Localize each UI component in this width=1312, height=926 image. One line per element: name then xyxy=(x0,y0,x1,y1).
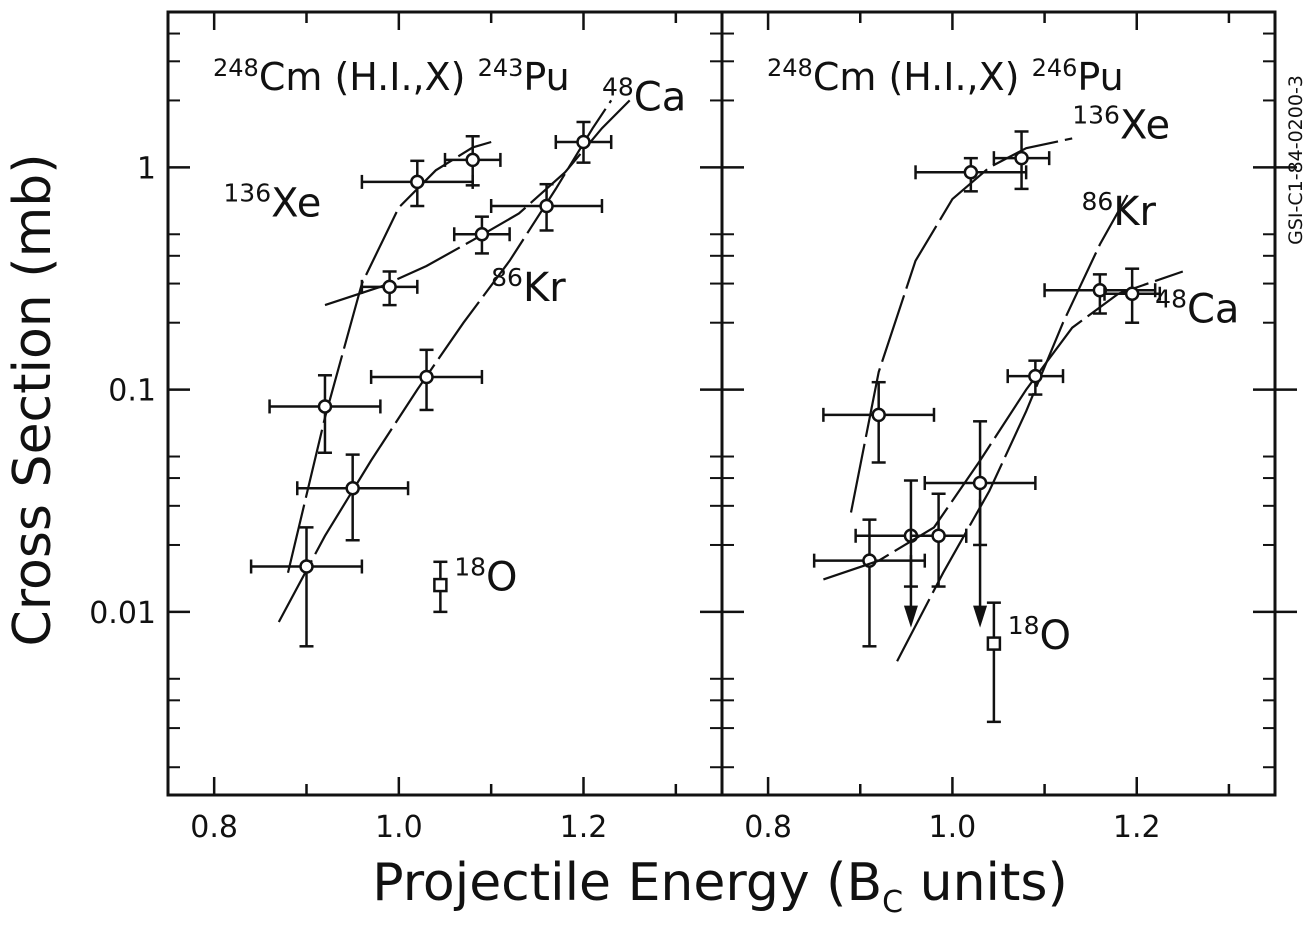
x-tick-label: 0.8 xyxy=(744,810,792,845)
series-label-symbol: Kr xyxy=(523,265,566,311)
data-point-square xyxy=(986,636,1002,651)
data-point xyxy=(419,369,434,385)
panel-title-part: Pu xyxy=(1077,55,1123,99)
series-label-mass: 136 xyxy=(1072,100,1120,129)
series-label-mass: 18 xyxy=(454,552,486,581)
data-point xyxy=(410,174,425,190)
series-label-symbol: O xyxy=(486,554,517,600)
x-tick-label: 1.2 xyxy=(1113,810,1161,845)
data-point xyxy=(1124,286,1140,301)
data-point xyxy=(576,134,591,150)
data-point xyxy=(931,528,946,544)
series-label-mass: 86 xyxy=(1081,187,1113,216)
series-label-symbol: Ca xyxy=(1187,287,1239,333)
series-label-kr: 86Kr xyxy=(491,263,566,311)
panel-title-part: Pu xyxy=(523,55,569,99)
panel-title-mass: 246 xyxy=(1032,54,1078,82)
data-point xyxy=(1014,150,1029,166)
series-label-xe: 136Xe xyxy=(223,179,321,227)
series-label-o: 18O xyxy=(1008,611,1071,659)
fit-curve-xe xyxy=(849,137,1073,513)
data-point xyxy=(1092,282,1108,298)
x-axis-label-main: Projectile Energy (B xyxy=(372,853,882,913)
data-point xyxy=(299,559,314,574)
data-point xyxy=(539,198,554,214)
panel-title-mass: 248 xyxy=(213,54,259,82)
data-point xyxy=(465,152,480,168)
series-label-kr: 86Kr xyxy=(1081,187,1156,235)
y-tick-label: 0.01 xyxy=(89,596,156,631)
series-label-symbol: Ca xyxy=(634,75,686,121)
panel-title-part: Cm xyxy=(259,55,323,99)
series-label-o: 18O xyxy=(454,552,517,600)
series-label-ca: 48Ca xyxy=(602,73,686,121)
x-axis-label: Projectile Energy (BC units) xyxy=(372,853,1068,920)
series-label-symbol: Kr xyxy=(1113,189,1156,235)
data-point xyxy=(1028,368,1043,384)
panel-title: 248Cm (H.I.,X) 243Pu xyxy=(213,54,570,99)
panel-left: 0.8 1.0 1.2 0.01 0.1 1 248Cm (H.I.,X) 243Pu 136… xyxy=(89,10,724,845)
panel-title: 248Cm (H.I.,X) 246Pu xyxy=(767,54,1124,99)
data-point xyxy=(963,165,979,180)
x-tick-label: 1.0 xyxy=(929,810,977,845)
y-tick-label: 0.1 xyxy=(108,374,156,409)
data-point xyxy=(317,399,333,414)
data-point xyxy=(382,279,397,295)
x-axis-label-subscript: C xyxy=(882,885,903,920)
series-label-mass: 48 xyxy=(602,73,634,102)
plot-frame xyxy=(166,10,724,797)
panel-title-part: (H.I.,X) xyxy=(322,55,477,99)
panel-title-part: Cm xyxy=(813,55,877,99)
plot-frame xyxy=(720,10,1277,797)
panel-title-part: (H.I.,X) xyxy=(876,55,1031,99)
upper-limit-arrowhead xyxy=(903,605,918,628)
fit-curve-kr xyxy=(896,194,1129,662)
data-point-square xyxy=(433,577,448,593)
series-label-xe: 136Xe xyxy=(1072,100,1170,148)
data-point xyxy=(972,475,988,491)
series-label-symbol: Xe xyxy=(271,181,321,227)
series-label-mass: 18 xyxy=(1008,611,1040,640)
upper-limit-arrowhead xyxy=(973,605,988,628)
fit-curve-kr xyxy=(277,99,613,623)
data-point xyxy=(871,407,886,423)
figure-id-label: GSI-C1-84-0200-3 xyxy=(1285,75,1307,245)
data-point xyxy=(474,227,490,242)
series-label-mass: 48 xyxy=(1155,285,1187,314)
series-label-mass: 86 xyxy=(491,263,523,292)
series-label-symbol: Xe xyxy=(1120,102,1170,148)
x-tick-label: 0.8 xyxy=(190,810,238,845)
x-tick-label: 1.2 xyxy=(560,810,608,845)
data-point xyxy=(345,480,360,496)
series-label-mass: 136 xyxy=(223,179,271,208)
panel-title-mass: 248 xyxy=(767,54,813,82)
panel-title-mass: 243 xyxy=(478,54,524,82)
fit-curve-ca xyxy=(823,270,1184,581)
series-label-ca: 48Ca xyxy=(1155,285,1239,333)
y-tick-label: 1 xyxy=(137,151,156,186)
y-axis-label: Cross Section (mb) xyxy=(3,153,63,646)
series-label-symbol: O xyxy=(1040,613,1071,659)
x-tick-label: 1.0 xyxy=(375,810,423,845)
x-axis-label-tail: units) xyxy=(903,853,1068,913)
